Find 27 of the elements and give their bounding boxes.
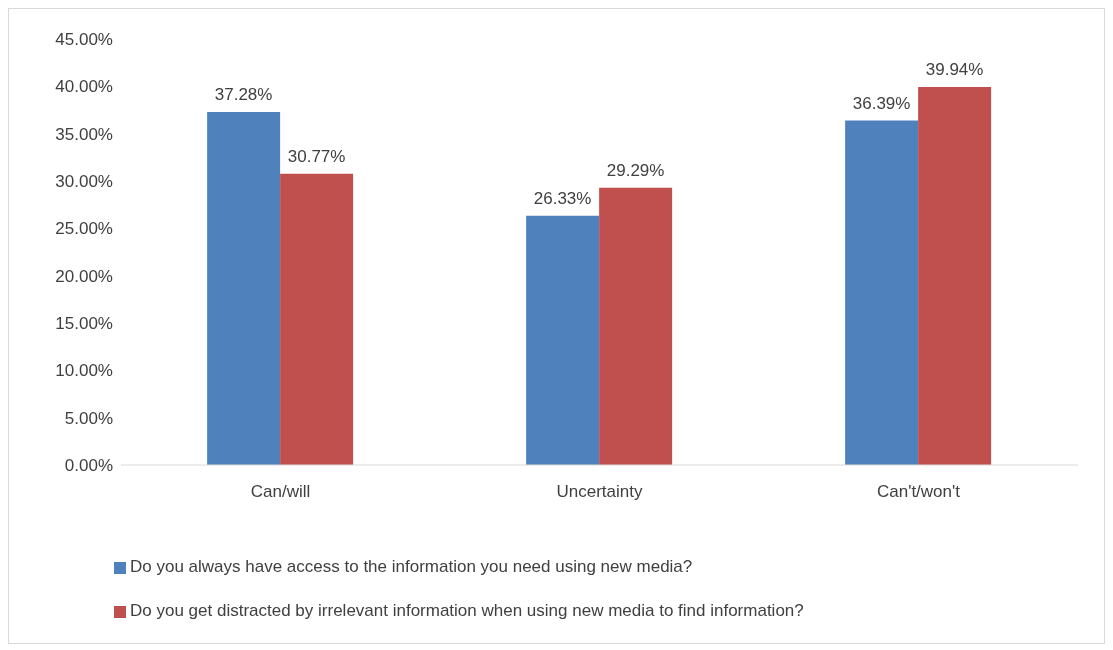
y-tick-label: 15.00% [55,314,113,334]
y-tick-label: 0.00% [64,456,113,476]
data-label: 37.28% [214,85,273,105]
x-tick-label: Uncertainty [556,482,643,502]
data-label: 30.77% [287,146,346,166]
bar [599,187,673,465]
data-label: 26.33% [533,188,592,208]
bar [845,120,919,465]
data-label: 36.39% [852,93,911,113]
x-tick-label: Can't/won't [876,482,961,502]
y-tick-label: 5.00% [64,408,113,428]
bar [918,86,992,465]
legend-label: Do you get distracted by irrelevant information when using new media to find information? [130,601,804,620]
bar [526,215,600,465]
y-tick-label: 35.00% [55,124,113,144]
data-label: 39.94% [925,59,984,79]
y-tick-label: 45.00% [55,30,113,50]
x-tick-label: Can/will [250,482,311,502]
y-tick-label: 25.00% [55,219,113,239]
bar [280,173,354,465]
y-tick-label: 30.00% [55,172,113,192]
data-label: 29.29% [606,160,665,180]
legend-label: Do you always have access to the information you need using new media? [130,557,693,576]
y-tick-label: 20.00% [55,266,113,286]
y-tick-label: 40.00% [55,77,113,97]
bar [207,112,281,465]
y-tick-label: 10.00% [55,361,113,381]
